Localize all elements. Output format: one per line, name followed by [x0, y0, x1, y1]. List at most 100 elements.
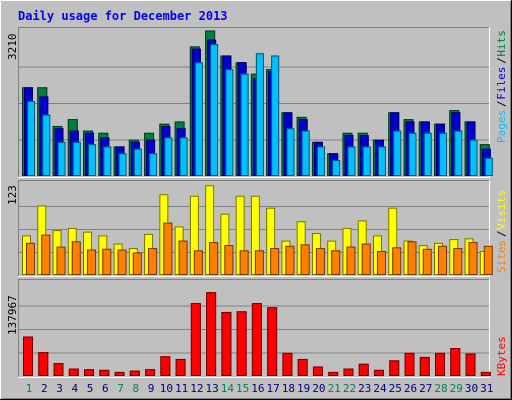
x-tick-label: 15 — [236, 382, 249, 395]
bar-fill — [300, 244, 310, 275]
x-tick-label: 27 — [419, 382, 432, 395]
bar-fill — [41, 234, 51, 275]
bar-sites — [392, 247, 402, 276]
bar-kbytes — [404, 352, 415, 377]
y-axis-max-label: 3210 — [6, 34, 19, 61]
bar-fill — [117, 249, 127, 275]
bar-fill — [408, 132, 417, 176]
bar-pages — [393, 130, 402, 176]
bar-fill — [179, 137, 188, 176]
chart-title: Daily usage for December 2013 — [18, 9, 228, 23]
bar-fill — [132, 252, 142, 275]
bar-fill — [376, 251, 386, 275]
bar-kbytes — [373, 369, 384, 377]
bar-kbytes — [450, 348, 461, 377]
bar-outline — [254, 250, 264, 276]
bar-outline — [450, 348, 461, 377]
bar-fill — [224, 245, 234, 275]
bar-fill — [193, 250, 203, 275]
bar-pages — [454, 130, 463, 176]
bar-fill — [163, 222, 173, 275]
x-tick-label: 13 — [205, 382, 218, 395]
bar-outline — [178, 240, 188, 275]
bar-fill — [103, 146, 112, 176]
bar-sites — [300, 244, 310, 275]
bar-fill — [469, 139, 478, 176]
x-tick-label: 20 — [312, 382, 325, 395]
bar-fill — [439, 132, 448, 176]
bar-outline — [132, 252, 142, 275]
x-tick-label: 12 — [190, 382, 203, 395]
bar-outline — [439, 132, 448, 176]
bar-kbytes — [343, 368, 354, 377]
bar-sites — [254, 250, 264, 276]
bar-fill — [254, 250, 264, 275]
y-axis-max-label: 137967 — [6, 295, 19, 335]
x-tick-label: 10 — [160, 382, 173, 395]
bar-outline — [129, 370, 140, 376]
bar-sites — [209, 242, 219, 275]
bar-outline — [373, 369, 384, 377]
bar-fill — [57, 141, 66, 176]
bar-fill — [53, 363, 64, 376]
bar-fill — [164, 137, 173, 176]
bar-outline — [190, 303, 201, 376]
bar-fill — [71, 241, 81, 275]
bar-outline — [267, 307, 278, 376]
bar-pages — [149, 153, 158, 176]
bar-fill — [422, 248, 432, 275]
bar-fill — [312, 366, 323, 376]
bar-fill — [148, 248, 158, 275]
bar-fill — [377, 146, 386, 176]
bar-outline — [438, 245, 448, 276]
bar-fill — [190, 303, 201, 376]
bar-outline — [435, 352, 446, 377]
x-tick-label: 16 — [251, 382, 264, 395]
bar-pages — [332, 160, 341, 176]
legend-sites: Sites — [495, 240, 508, 273]
bar-outline — [145, 369, 156, 376]
bar-kbytes — [206, 292, 217, 377]
bar-fill — [240, 73, 249, 176]
bar-pages — [362, 146, 371, 177]
bar-fill — [149, 153, 158, 176]
bar-outline — [358, 363, 369, 377]
bar-fill — [297, 358, 308, 376]
bar-fill — [225, 69, 234, 176]
bar-fill — [206, 292, 217, 376]
bar-fill — [236, 311, 247, 376]
bar-pages — [118, 153, 127, 176]
bar-outline — [193, 250, 203, 276]
x-tick-label: 9 — [148, 382, 155, 395]
x-tick-label: 17 — [267, 382, 280, 395]
bar-kbytes — [99, 369, 110, 377]
bar-outline — [377, 146, 386, 177]
bar-kbytes — [221, 311, 232, 376]
bar-outline — [57, 141, 66, 176]
bar-outline — [328, 371, 339, 377]
bar-kbytes — [465, 353, 476, 376]
bar-sites — [71, 241, 81, 275]
bar-fill — [271, 55, 280, 176]
legend-sites-visits: Sites /Visits — [495, 190, 508, 273]
bar-outline — [53, 363, 64, 376]
bar-outline — [297, 358, 308, 377]
bar-outline — [361, 243, 371, 276]
bar-fill — [347, 146, 356, 176]
bar-outline — [87, 249, 97, 276]
bar-outline — [163, 222, 173, 275]
bar-sites — [41, 234, 51, 275]
bar-outline — [469, 139, 478, 176]
bar-fill — [68, 368, 79, 376]
bar-pages — [103, 146, 112, 177]
bar-outline — [179, 137, 188, 177]
bar-kbytes — [145, 369, 156, 376]
legend-separator: / — [495, 100, 508, 107]
x-tick-label: 19 — [297, 382, 310, 395]
bar-kbytes — [53, 363, 64, 376]
bar-sites — [26, 242, 35, 276]
bar-outline — [286, 128, 295, 177]
bar-fill — [392, 247, 402, 275]
bar-kbytes — [84, 369, 95, 376]
bar-kbytes — [435, 352, 446, 377]
